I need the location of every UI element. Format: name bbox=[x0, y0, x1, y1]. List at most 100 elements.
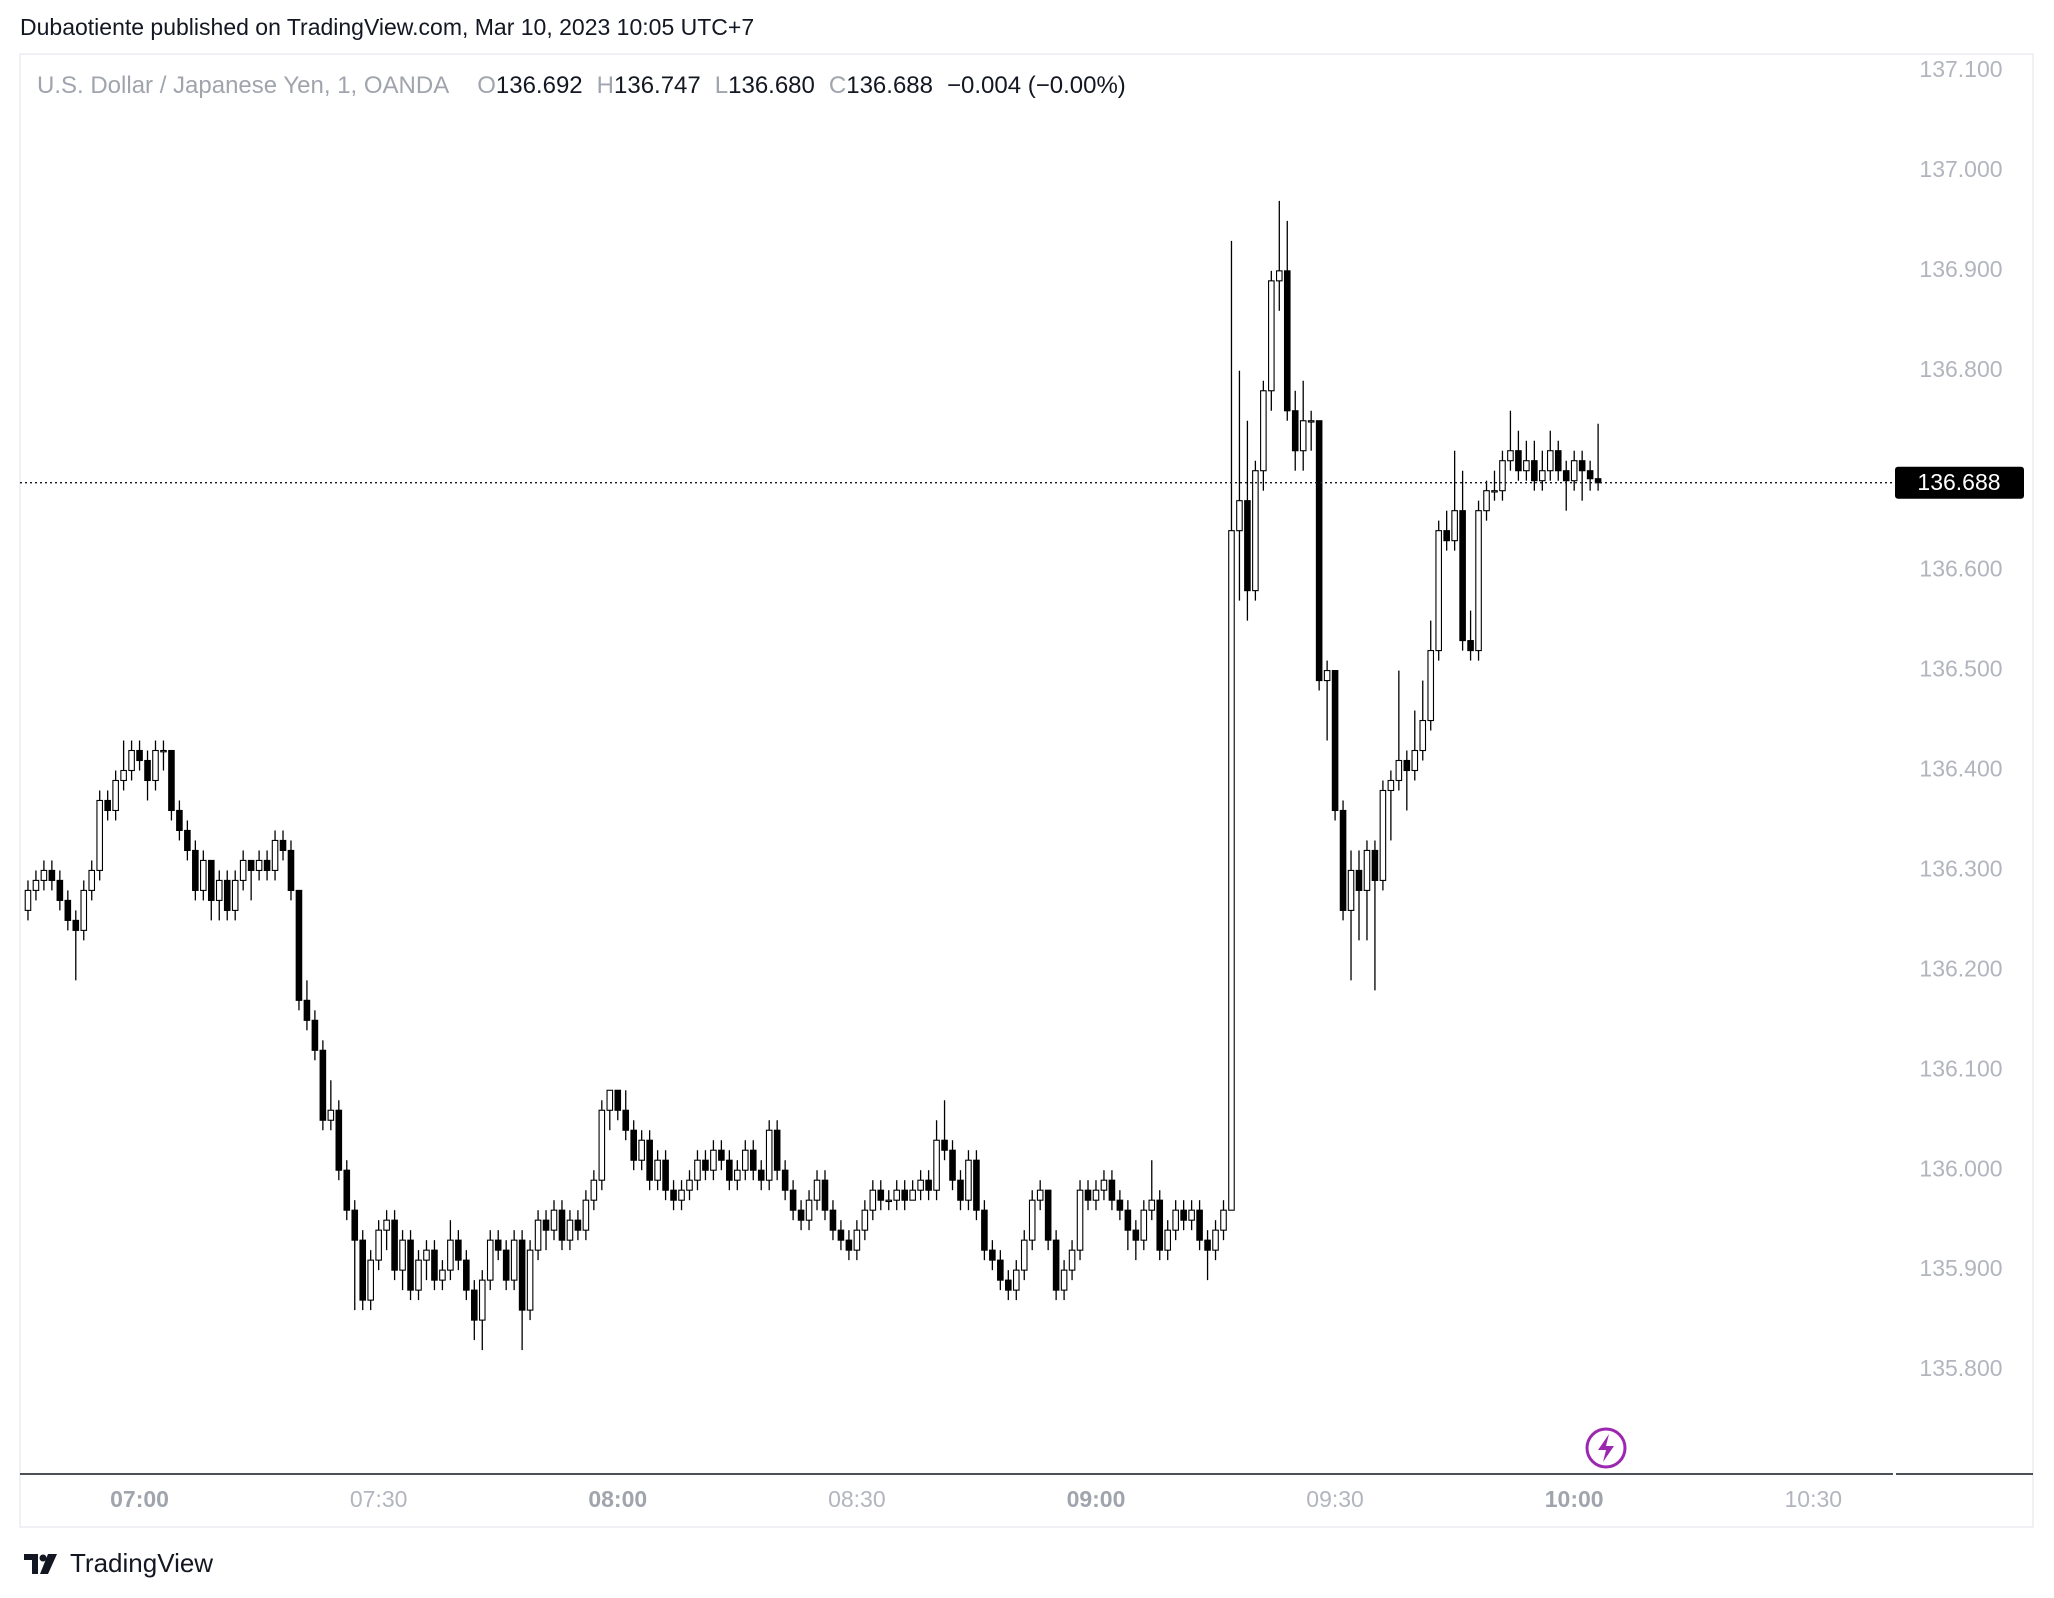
candle-body bbox=[486, 1239, 494, 1281]
candle-body bbox=[630, 1129, 638, 1161]
y-tick-label: 135.900 bbox=[1919, 1255, 2002, 1281]
footer: TradingView bbox=[24, 1548, 213, 1579]
candle-body bbox=[200, 859, 207, 891]
candle-body bbox=[518, 1239, 526, 1311]
candle-body bbox=[606, 1089, 614, 1111]
candle-body bbox=[255, 859, 263, 871]
candle-body bbox=[1523, 460, 1530, 472]
candle-body bbox=[1315, 420, 1323, 682]
legend-change: −0.004 (−0.00%) bbox=[947, 72, 1126, 99]
candle-body bbox=[351, 1209, 359, 1241]
candle-body bbox=[1124, 1209, 1132, 1231]
y-tick-label: 136.000 bbox=[1919, 1155, 2002, 1181]
candle-body bbox=[471, 1289, 478, 1321]
candle-body bbox=[965, 1159, 972, 1201]
candle-body bbox=[152, 749, 159, 782]
candle-body bbox=[1467, 640, 1474, 652]
candle-body bbox=[56, 879, 64, 901]
candle-body bbox=[1060, 1269, 1068, 1291]
candle-body bbox=[263, 859, 271, 871]
candle-body bbox=[287, 849, 295, 891]
candle-body bbox=[343, 1169, 351, 1211]
candle-body bbox=[1068, 1249, 1076, 1271]
candle-body bbox=[1052, 1239, 1060, 1291]
candle-body bbox=[1515, 450, 1522, 472]
y-tick-label: 136.800 bbox=[1919, 356, 2002, 382]
candle-body bbox=[1268, 280, 1275, 392]
candle-body bbox=[757, 1169, 765, 1181]
candle-body bbox=[207, 859, 215, 901]
candle-body bbox=[582, 1199, 590, 1231]
candle-body bbox=[1283, 270, 1291, 412]
x-tick-label: 08:30 bbox=[828, 1486, 886, 1512]
legend-value: 136.747 bbox=[614, 72, 701, 99]
candle-body bbox=[686, 1179, 693, 1191]
candle-body bbox=[311, 1019, 319, 1051]
legend-value: 136.692 bbox=[495, 72, 583, 99]
candle-body bbox=[24, 889, 32, 911]
candle-body bbox=[1435, 530, 1442, 652]
publish-header: Dubaotiente published on TradingView.com… bbox=[20, 14, 755, 40]
y-tick-label: 137.100 bbox=[1919, 56, 2002, 82]
candle-body bbox=[463, 1259, 470, 1291]
candle-body bbox=[415, 1259, 422, 1291]
candle-body bbox=[710, 1149, 717, 1171]
candle-body bbox=[391, 1219, 398, 1271]
candle-body bbox=[917, 1179, 924, 1191]
candle-body bbox=[638, 1139, 645, 1161]
candle-body bbox=[1387, 779, 1395, 792]
candle-body bbox=[1228, 530, 1235, 1211]
candle-body bbox=[1299, 420, 1307, 452]
candle-body bbox=[231, 879, 239, 911]
candle-body bbox=[279, 839, 287, 851]
candle-body bbox=[478, 1279, 486, 1321]
candle-body bbox=[455, 1239, 462, 1261]
candle-body bbox=[72, 919, 80, 931]
candle-body bbox=[1252, 470, 1259, 592]
candle-body bbox=[439, 1269, 446, 1281]
candle-body bbox=[160, 749, 167, 753]
legend-key: O bbox=[477, 72, 496, 99]
candle-body bbox=[1148, 1199, 1156, 1211]
candle-body bbox=[885, 1199, 893, 1203]
candle-body bbox=[136, 749, 143, 762]
candle-body bbox=[1076, 1189, 1084, 1251]
y-tick-label: 136.400 bbox=[1919, 756, 2002, 782]
candle-body bbox=[1260, 390, 1267, 472]
candle-body bbox=[1562, 470, 1570, 482]
candle-body bbox=[447, 1239, 454, 1271]
candle-body bbox=[184, 829, 191, 851]
candle-body bbox=[821, 1179, 829, 1211]
candle-body bbox=[423, 1249, 430, 1261]
candles bbox=[24, 200, 1602, 1351]
candle-body bbox=[1323, 670, 1331, 682]
candle-body bbox=[1499, 460, 1506, 492]
candle-body bbox=[1132, 1229, 1140, 1241]
legend-key: C bbox=[828, 72, 847, 99]
x-tick-label: 07:30 bbox=[350, 1486, 408, 1512]
candle-body bbox=[1491, 490, 1498, 493]
candle-body bbox=[1204, 1239, 1211, 1251]
candle-body bbox=[845, 1239, 853, 1251]
symbol-legend: U.S. Dollar / Japanese Yen, 1, OANDA O136… bbox=[37, 72, 1126, 100]
candle-body bbox=[598, 1109, 606, 1181]
candle-body bbox=[1403, 759, 1411, 772]
y-tick-label: 137.000 bbox=[1919, 156, 2002, 182]
candle-body bbox=[1475, 510, 1482, 652]
candle-body bbox=[837, 1229, 845, 1241]
candle-body bbox=[662, 1159, 669, 1191]
candle-body bbox=[893, 1189, 901, 1201]
candle-body bbox=[1196, 1209, 1203, 1241]
candle-body bbox=[1427, 650, 1435, 722]
replay-icon[interactable] bbox=[1585, 1427, 1627, 1469]
candle-body bbox=[1586, 470, 1594, 480]
chart-frame bbox=[19, 53, 2034, 1528]
candle-body bbox=[1028, 1199, 1036, 1241]
candle-body bbox=[144, 759, 151, 782]
candle-body bbox=[431, 1249, 438, 1281]
candle-body bbox=[1172, 1209, 1179, 1231]
candle-body bbox=[1236, 500, 1243, 532]
candle-body bbox=[1371, 849, 1379, 881]
candle-body bbox=[1570, 460, 1578, 482]
